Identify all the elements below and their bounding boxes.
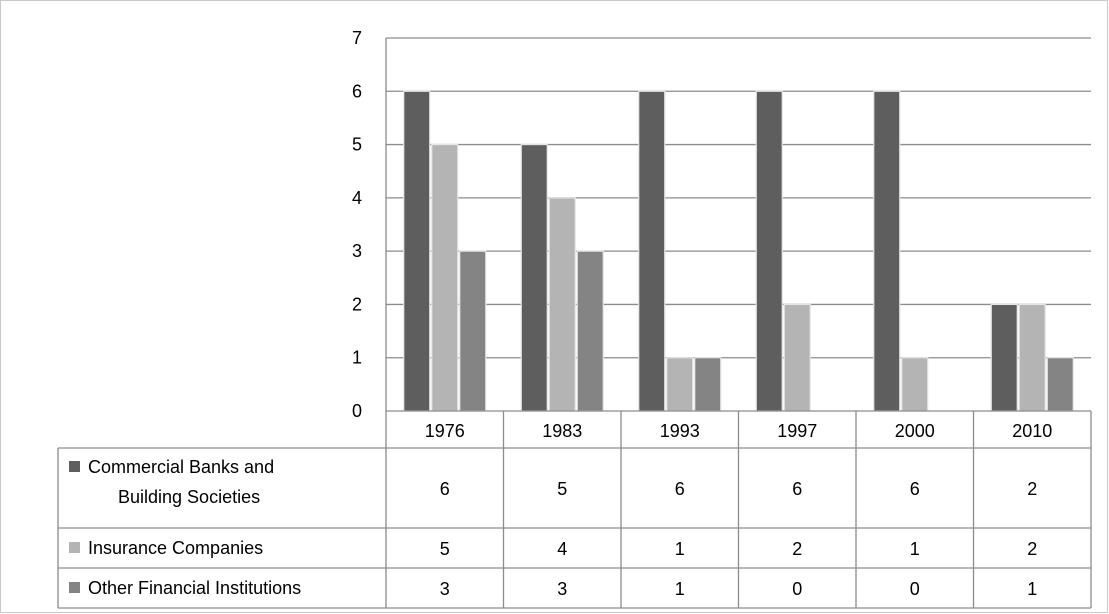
data-table-value: 0 (910, 579, 920, 599)
data-table-value: 2 (1027, 539, 1037, 559)
data-table-value: 1 (675, 539, 685, 559)
data-table-value: 0 (792, 579, 802, 599)
bar-series-2-2000 (901, 357, 929, 412)
bar-series-2-1983 (548, 197, 576, 412)
data-table-value: 1 (1027, 579, 1037, 599)
bar-series-3-1993 (694, 357, 722, 412)
bar-series-3-2010 (1046, 357, 1074, 412)
x-category-label: 2010 (1012, 421, 1052, 441)
bar-series-1-2010 (990, 303, 1018, 412)
legend-key-series-3 (69, 582, 80, 593)
data-table-value: 6 (675, 479, 685, 499)
legend-key-series-1 (69, 461, 80, 472)
data-table-value: 5 (557, 479, 567, 499)
x-category-label: 2000 (895, 421, 935, 441)
y-tick-label: 0 (352, 401, 362, 421)
bar-series-1-1983 (520, 143, 548, 412)
x-category-label: 1993 (660, 421, 700, 441)
x-category-label: 1997 (777, 421, 817, 441)
data-table-value: 1 (910, 539, 920, 559)
data-table-value: 2 (1027, 479, 1037, 499)
data-table-value: 6 (440, 479, 450, 499)
y-tick-label: 3 (352, 241, 362, 261)
data-table-value: 6 (910, 479, 920, 499)
legend-label: Building Societies (118, 487, 260, 507)
legend-label: Insurance Companies (88, 538, 263, 558)
y-tick-label: 2 (352, 294, 362, 314)
bar-series-1-1993 (638, 90, 666, 412)
data-table-value: 6 (792, 479, 802, 499)
data-table-value: 3 (557, 579, 567, 599)
y-tick-label: 1 (352, 348, 362, 368)
bar-series-1-1976 (403, 90, 431, 412)
data-table-value: 1 (675, 579, 685, 599)
bar-series-2-1997 (783, 303, 811, 412)
x-category-label: 1983 (542, 421, 582, 441)
bar-series-1-1997 (755, 90, 783, 412)
bar-series-2-1976 (431, 143, 459, 412)
legend-key-series-2 (69, 542, 80, 553)
data-table-value: 5 (440, 539, 450, 559)
y-tick-label: 7 (352, 28, 362, 48)
y-tick-label: 4 (352, 188, 362, 208)
data-table-value: 4 (557, 539, 567, 559)
bar-series-1-2000 (873, 90, 901, 412)
y-tick-label: 5 (352, 135, 362, 155)
bar-series-2-1993 (666, 357, 694, 412)
data-table-value: 2 (792, 539, 802, 559)
x-category-label: 1976 (425, 421, 465, 441)
legend-label: Other Financial Institutions (88, 578, 301, 598)
legend-label: Commercial Banks and (88, 457, 274, 477)
data-table-value: 3 (440, 579, 450, 599)
y-tick-label: 6 (352, 81, 362, 101)
bar-series-3-1983 (576, 250, 604, 412)
bar-series-2-2010 (1018, 303, 1046, 412)
bar-series-3-1976 (459, 250, 487, 412)
